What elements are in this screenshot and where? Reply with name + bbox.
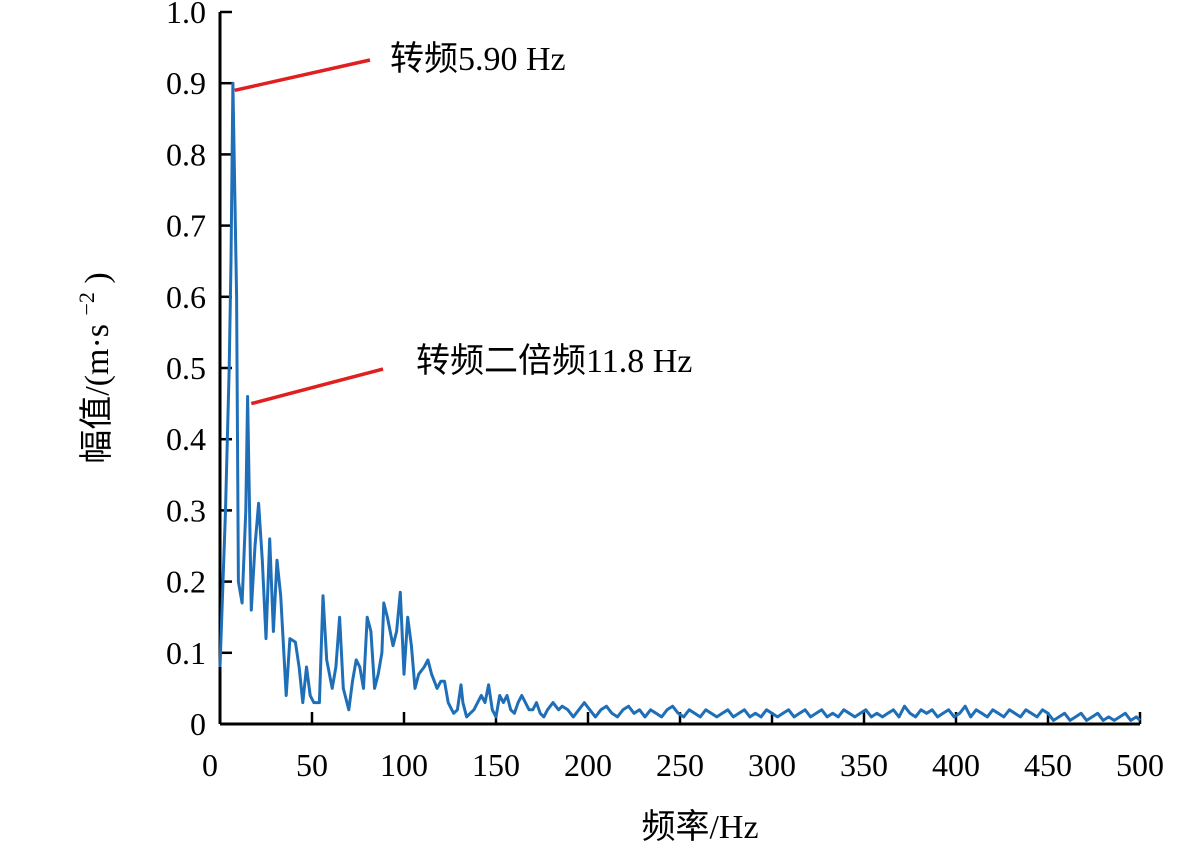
y-axis-label: 幅值/(m·s −2 ): [65, 272, 116, 464]
y-tick-label: 0.9: [166, 65, 206, 101]
y-tick-label: 0.2: [166, 564, 206, 600]
x-tick-label: 300: [748, 747, 796, 783]
annotation-label: 转频二倍频11.8 Hz: [416, 342, 692, 380]
y-axis-label-suffix: ): [79, 272, 116, 283]
x-tick-label: 250: [656, 747, 704, 783]
x-tick-label: 0: [202, 747, 218, 783]
y-tick-label: 0.6: [166, 279, 206, 315]
x-tick-label: 500: [1116, 747, 1164, 783]
x-axis-label: 频率/Hz: [641, 808, 758, 846]
annotation-label: 转频5.90 Hz: [390, 40, 566, 78]
x-tick-label: 350: [840, 747, 888, 783]
y-tick-label: 0.3: [166, 492, 206, 528]
annotation-leader-line: [250, 367, 384, 406]
series-layer: [218, 81, 1142, 722]
spectrum-series-line: [218, 81, 1142, 722]
x-tick-label: 150: [472, 747, 520, 783]
y-tick-label: 0.4: [166, 421, 206, 457]
y-axis-label-main: 幅值/(m·s: [78, 324, 116, 464]
x-ticks: 0 50 100 150 200 250 300 350 400 450 500: [202, 712, 1164, 783]
x-tick-label: 400: [932, 747, 980, 783]
x-tick-label: 100: [380, 747, 428, 783]
y-tick-label: 0: [190, 706, 206, 742]
y-tick-label: 0.1: [166, 635, 206, 671]
x-tick-label: 450: [1024, 747, 1072, 783]
y-axis-label-superscript: −2: [74, 292, 99, 315]
annotation-leader-line: [234, 58, 371, 93]
y-ticks: 0 0.1 0.2 0.3 0.4 0.5 0.6 0.7 0.8 0.9 1.0: [166, 0, 232, 742]
y-tick-label: 0.5: [166, 350, 206, 386]
x-tick-label: 200: [564, 747, 612, 783]
y-tick-label: 0.8: [166, 136, 206, 172]
y-tick-label: 1.0: [166, 0, 206, 30]
annotation-layer: 转频5.90 Hz 转频二倍频11.8 Hz: [234, 40, 692, 406]
x-tick-label: 50: [296, 747, 328, 783]
y-tick-label: 0.7: [166, 208, 206, 244]
